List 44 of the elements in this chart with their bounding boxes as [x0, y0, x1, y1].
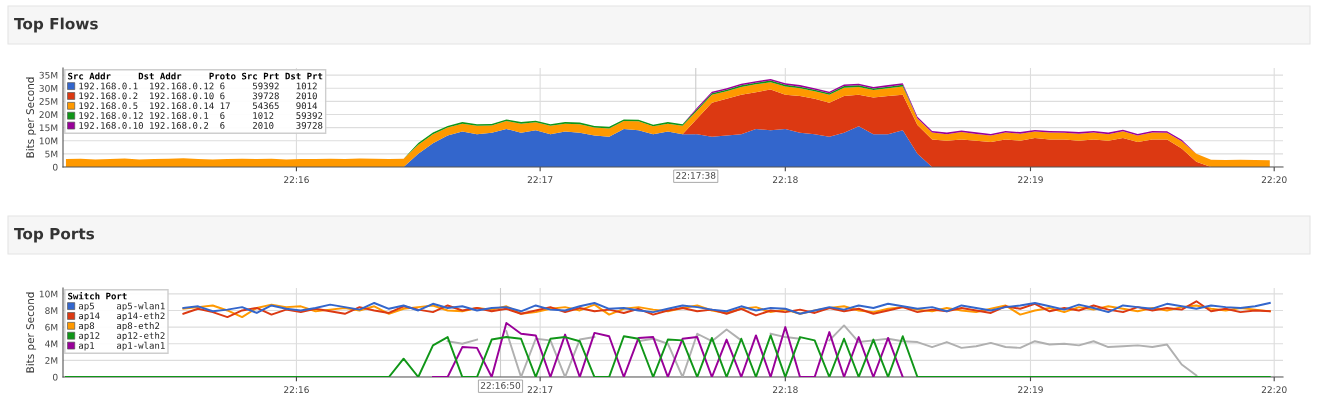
ref-line-label: 22:17:38 — [676, 172, 716, 179]
y-tick-label: 8M — [45, 307, 58, 315]
y-tick-label: 10M — [39, 137, 58, 145]
x-tick-label: 22:17 — [527, 386, 553, 393]
legend-label: 192.168.0.5 192.168.0.14 17 54365 9014 — [79, 102, 318, 110]
x-tick-label: 22:19 — [1018, 386, 1043, 394]
x-tick-label: 22:18 — [772, 176, 798, 184]
legend-label: 192.168.0.12 192.168.0.1 6 1012 59392 — [79, 112, 323, 119]
y-axis-title: Bits per Second — [26, 77, 37, 158]
line-series — [182, 302, 1271, 315]
legend-label: ap12 ap12-eth2 — [78, 331, 165, 341]
y-tick-label: 5M — [45, 150, 58, 158]
ref-line-label: 22:16:50 — [480, 382, 521, 389]
legend-label: ap1 ap1-wlan1 — [78, 341, 165, 351]
y-tick-label: 30M — [39, 84, 58, 92]
y-tick-label: 6M — [45, 323, 58, 331]
y-tick-label: 4M — [45, 340, 58, 348]
legend-label: ap5 ap5-wlan1 — [78, 302, 165, 312]
y-tick-label: 0 — [52, 373, 58, 381]
x-tick-label: 22:20 — [1261, 386, 1287, 394]
y-tick-label: 35M — [39, 71, 58, 79]
legend-label: ap8 ap8-eth2 — [78, 322, 160, 331]
x-tick-label: 22:17 — [527, 176, 553, 183]
line-series — [431, 321, 904, 377]
legend-title: Switch Port — [68, 292, 127, 300]
y-tick-label: 20M — [39, 111, 58, 119]
y-tick-label: 2M — [45, 357, 58, 364]
y-tick-label: 0 — [52, 163, 58, 171]
legend-label: ap14 ap14-eth2 — [78, 312, 165, 321]
y-axis-title: Bits per Second — [26, 292, 37, 373]
legend-label: 192.168.0.10 192.168.0.2 6 2010 39728 — [79, 122, 323, 129]
x-tick-label: 22:16 — [284, 386, 309, 394]
legend-title: Src Addr Dst Addr Proto Src Prt Dst Prt — [68, 72, 323, 80]
y-tick-label: 15M — [39, 124, 58, 132]
chart-title: Top Ports — [14, 228, 95, 243]
legend-label: 192.168.0.2 192.168.0.10 6 39728 2010 — [79, 92, 317, 100]
y-tick-label: 10M — [39, 290, 58, 298]
x-tick-label: 22:20 — [1261, 176, 1287, 184]
x-tick-label: 22:18 — [772, 386, 798, 394]
legend-label: 192.168.0.1 192.168.0.12 6 59392 1012 — [79, 82, 317, 90]
x-tick-label: 22:19 — [1018, 176, 1043, 184]
chart-title: Top Flows — [14, 17, 98, 33]
x-tick-label: 22:16 — [284, 176, 309, 184]
y-tick-label: 25M — [39, 98, 58, 105]
